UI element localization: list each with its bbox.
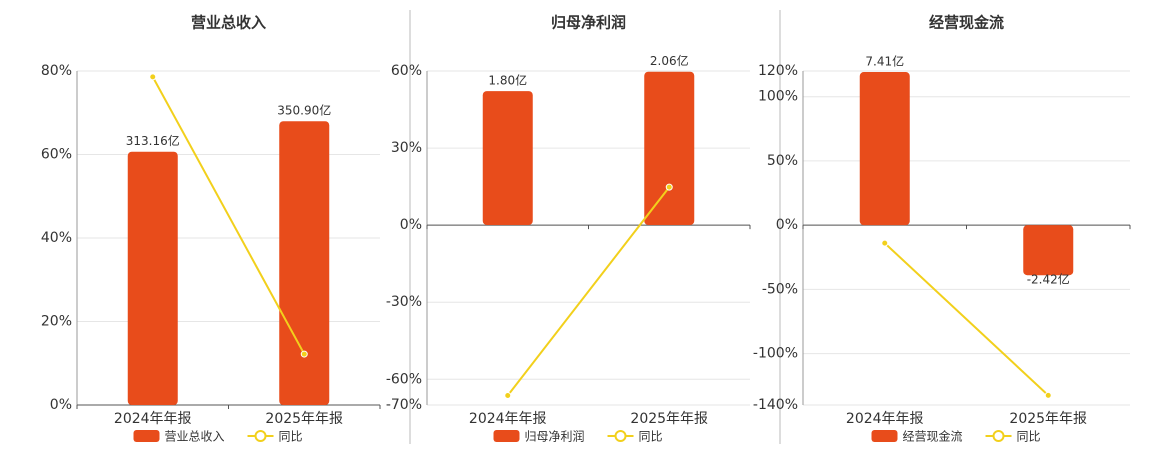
line (506, 186, 671, 397)
y-tick-label: 50% (767, 153, 798, 169)
x-tick-label: 2025年年报 (265, 411, 343, 427)
y-tick-label: 0% (50, 397, 72, 413)
x-tick-label: 2025年年报 (1009, 411, 1087, 427)
point (1044, 391, 1052, 399)
y-tick-label: 80% (41, 63, 72, 79)
y-tick-label: -50% (762, 281, 798, 297)
chart-title: 营业总收入 (191, 14, 266, 32)
legend-swatch (493, 430, 520, 442)
y-tick-label: 120% (758, 63, 798, 79)
data-label: 7.41亿 (865, 54, 904, 69)
bar (279, 121, 330, 405)
y-tick-label: -60% (386, 371, 422, 387)
y-tick-label: 30% (391, 140, 422, 156)
x-tick-label: 2024年年报 (114, 411, 192, 427)
point (665, 183, 673, 191)
x-tick-label: 2025年年报 (630, 411, 708, 427)
legend-swatch (614, 430, 627, 442)
legend-label: 经营现金流 (903, 429, 963, 444)
point (300, 350, 308, 358)
bar (644, 71, 695, 225)
legend-swatch (992, 430, 1005, 442)
legend-label: 营业总收入 (165, 430, 225, 444)
y-tick-label: -140% (753, 397, 798, 413)
bar (859, 72, 910, 226)
y-tick-label: 40% (41, 230, 72, 246)
chart-title: 归母净利润 (551, 14, 626, 32)
point (881, 239, 889, 247)
y-tick-label: 100% (758, 89, 798, 105)
y-tick-label: 20% (41, 314, 72, 330)
x-tick-label: 2024年年报 (846, 411, 924, 427)
y-tick-label: 60% (41, 147, 72, 163)
legend-swatch (254, 430, 267, 442)
y-tick-label: -100% (753, 346, 798, 362)
legend-swatch (133, 430, 160, 442)
y-tick-label: -70% (386, 397, 422, 413)
data-label: 1.80亿 (488, 73, 527, 88)
y-tick-label: -30% (386, 294, 422, 310)
bar (127, 151, 178, 405)
line (884, 242, 1049, 397)
legend-label: 同比 (639, 430, 663, 444)
bar (482, 91, 533, 225)
y-tick-label: 60% (391, 63, 422, 79)
y-tick-label: 0% (400, 217, 422, 233)
point (149, 73, 157, 81)
line (151, 76, 306, 355)
data-label: 313.16亿 (126, 133, 180, 148)
data-label: -2.42亿 (1027, 272, 1070, 287)
point (504, 391, 512, 399)
data-label: 350.90亿 (277, 103, 331, 118)
legend-label: 同比 (1017, 430, 1041, 444)
chart-title: 经营现金流 (929, 14, 1004, 32)
legend-label: 同比 (279, 430, 303, 444)
legend-swatch (871, 430, 898, 442)
y-tick-label: 0% (776, 217, 798, 233)
legend-label: 归母净利润 (525, 430, 585, 444)
bar (1023, 225, 1074, 276)
data-label: 2.06亿 (650, 53, 689, 68)
x-tick-label: 2024年年报 (469, 411, 547, 427)
